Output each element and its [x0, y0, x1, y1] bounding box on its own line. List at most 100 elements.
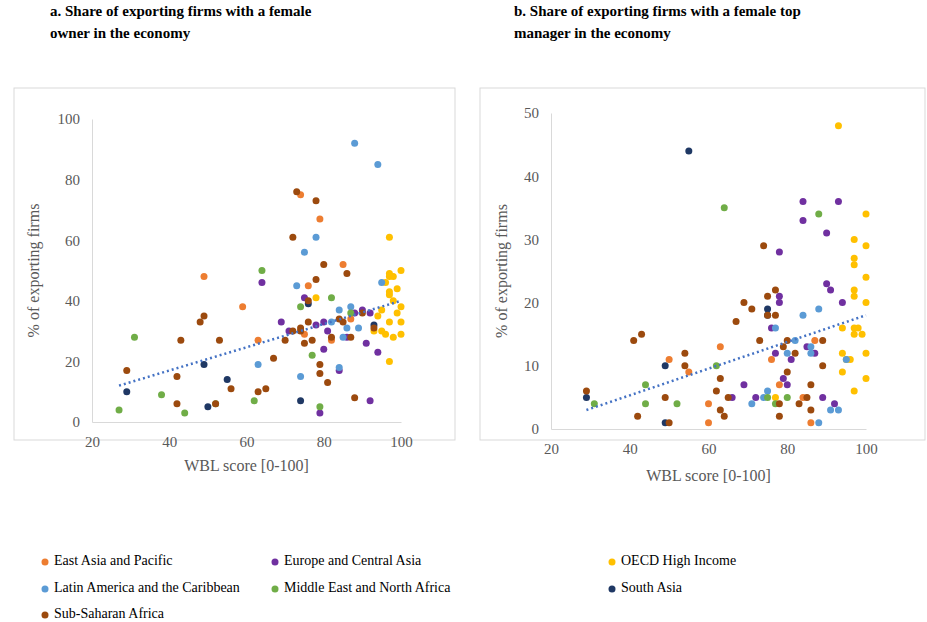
point	[662, 362, 669, 369]
legend-marker	[609, 586, 616, 593]
point	[367, 397, 374, 404]
point	[370, 325, 377, 332]
tick-label: 20	[65, 354, 80, 370]
point	[666, 419, 673, 426]
legend-item: East Asia and Pacific	[42, 553, 173, 568]
point	[374, 161, 381, 168]
tick: 0	[73, 414, 93, 430]
point	[807, 343, 814, 350]
point	[173, 373, 180, 380]
point	[305, 282, 312, 289]
point	[800, 312, 807, 319]
point	[859, 331, 866, 338]
point	[336, 306, 343, 313]
point	[343, 270, 350, 277]
legend-label: Middle East and North Africa	[284, 580, 451, 595]
legend-item: Latin America and the Caribbean	[42, 580, 240, 595]
point	[835, 198, 842, 205]
point	[807, 350, 814, 357]
series	[583, 242, 826, 426]
point	[772, 312, 779, 319]
legend-label: OECD High Income	[621, 553, 736, 568]
point	[725, 394, 732, 401]
tick-label: 60	[65, 233, 80, 249]
legend-label: Latin America and the Caribbean	[54, 580, 240, 595]
point	[863, 242, 870, 249]
point	[831, 400, 838, 407]
point	[177, 337, 184, 344]
tick: 100	[855, 429, 878, 457]
tick-label: 20	[85, 434, 100, 450]
figure: a. Share of exporting firms with a femal…	[0, 0, 927, 622]
point	[382, 331, 389, 338]
tick-label: 60	[702, 441, 717, 457]
tick: 40	[623, 429, 638, 457]
point	[811, 337, 818, 344]
point	[851, 388, 858, 395]
point	[340, 261, 347, 268]
tick: 40	[162, 422, 177, 450]
point	[324, 379, 331, 386]
point	[705, 400, 712, 407]
point	[316, 403, 323, 410]
tick-label: 100	[58, 111, 81, 127]
point	[398, 267, 405, 274]
point	[347, 334, 354, 341]
tick: 20	[85, 422, 100, 450]
point	[262, 385, 269, 392]
tick: 20	[544, 429, 559, 457]
tick-label: 80	[317, 434, 332, 450]
point	[386, 291, 393, 298]
point	[748, 305, 755, 312]
point	[713, 362, 720, 369]
point	[374, 349, 381, 356]
point	[827, 407, 834, 414]
tick: 60	[240, 422, 255, 450]
point	[313, 276, 320, 283]
point	[784, 394, 791, 401]
point	[776, 293, 783, 300]
point	[839, 324, 846, 331]
point	[823, 230, 830, 237]
point	[835, 122, 842, 129]
point	[131, 334, 138, 341]
point	[685, 147, 692, 154]
tick-label: 40	[524, 169, 539, 185]
legend-marker	[272, 559, 279, 566]
point	[316, 370, 323, 377]
panel: b. Share of exporting firms with a femal…	[480, 3, 925, 483]
point	[764, 388, 771, 395]
point	[800, 198, 807, 205]
point	[803, 394, 810, 401]
point	[123, 388, 130, 395]
point	[819, 337, 826, 344]
point	[815, 211, 822, 218]
point	[839, 350, 846, 357]
point	[662, 394, 669, 401]
tick: 80	[780, 429, 795, 457]
legend-marker	[609, 559, 616, 566]
x-axis-title: WBL score [0-100]	[184, 457, 309, 474]
point	[239, 303, 246, 310]
point	[270, 355, 277, 362]
point	[717, 375, 724, 382]
series	[748, 305, 850, 426]
point	[863, 274, 870, 281]
legend-marker	[42, 612, 49, 619]
point	[764, 312, 771, 319]
series	[116, 267, 355, 416]
legend-marker	[272, 586, 279, 593]
series	[123, 188, 377, 407]
point	[863, 299, 870, 306]
series	[591, 204, 822, 407]
point	[309, 352, 316, 359]
tick-label: 40	[162, 434, 177, 450]
point	[363, 340, 370, 347]
point	[255, 361, 262, 368]
point	[855, 324, 862, 331]
point	[721, 204, 728, 211]
tick-label: 20	[544, 441, 559, 457]
point	[851, 293, 858, 300]
tick-label: 40	[623, 441, 638, 457]
point	[863, 350, 870, 357]
